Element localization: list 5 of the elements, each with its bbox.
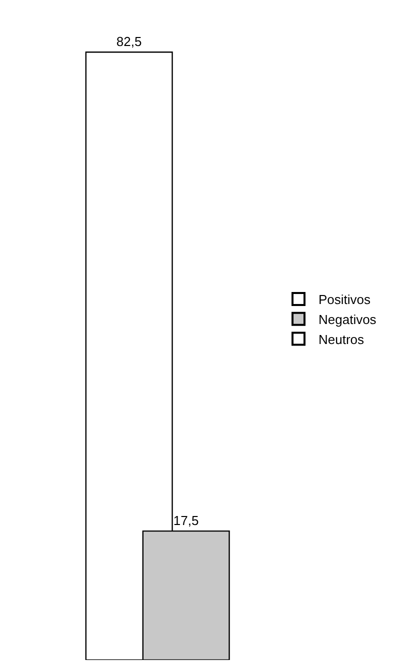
data-label: 82,5: [116, 34, 142, 50]
data-label: 17,5: [173, 513, 199, 528]
legend-label: Neutros: [318, 332, 365, 347]
legend-label: Positivos: [318, 292, 372, 308]
legend-label: Negativos: [318, 312, 377, 327]
